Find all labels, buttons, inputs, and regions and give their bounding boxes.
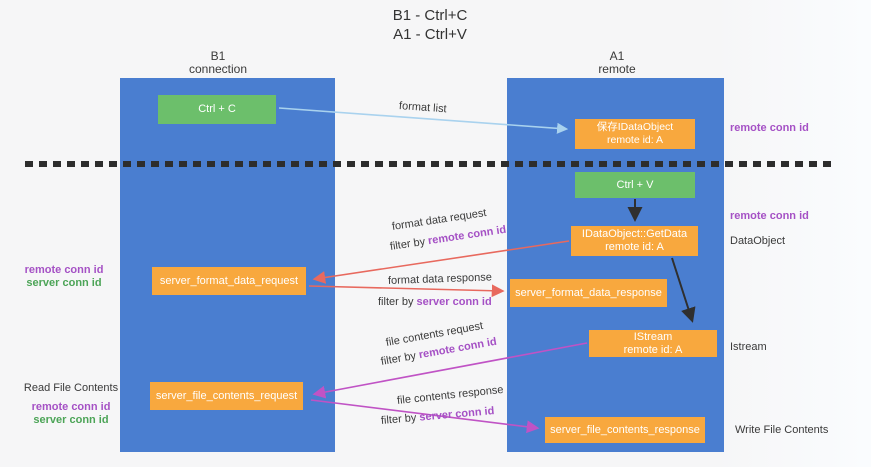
- node-ctrl-c: Ctrl + C: [158, 95, 276, 124]
- side-label-read-file-contents: Read File Contents: [23, 382, 119, 394]
- read-server-conn-id: server conn id: [33, 414, 109, 426]
- read-remote-conn-id: remote conn id: [31, 401, 111, 413]
- node-server-format-data-response: server_format_data_response: [510, 279, 667, 307]
- node-istream-line2: remote id: A: [623, 343, 683, 356]
- left-remote-conn-id: remote conn id: [24, 264, 104, 276]
- lane-b1-name: B1: [210, 49, 226, 63]
- filter-by-text: filter by: [380, 411, 420, 427]
- lane-header-b1: B1 connection: [148, 50, 288, 76]
- node-server-file-contents-request: server_file_contents_request: [150, 382, 303, 410]
- diagram-title: B1 - Ctrl+C A1 - Ctrl+V: [300, 6, 560, 44]
- arrow-format-data-response: [308, 284, 505, 298]
- side-label-remote-conn-id-top: remote conn id: [730, 122, 809, 134]
- edge-label-file-contents-response: file contents response: [396, 383, 505, 407]
- side-label-write-file-contents: Write File Contents: [735, 424, 829, 436]
- dashed-divider-line: [25, 161, 831, 167]
- node-format-request-label: server_format_data_request: [159, 274, 299, 287]
- lane-a1-subtitle: remote: [598, 62, 636, 76]
- node-save-line2: remote id: A: [606, 134, 664, 146]
- edge-label-format-list: format list: [398, 100, 447, 116]
- node-format-response-label: server_format_data_response: [515, 286, 662, 299]
- side-label-istream: Istream: [730, 341, 767, 353]
- edge-label-filter-server-1: filter by server conn id: [378, 296, 492, 308]
- title-line1: B1 - Ctrl+C: [392, 7, 468, 24]
- node-file-response-label: server_file_contents_response: [550, 423, 700, 436]
- filter-by-text: filter by: [379, 349, 420, 368]
- node-getdata-line1: IDataObject::GetData: [581, 228, 688, 240]
- node-ctrl-v: Ctrl + V: [575, 172, 695, 198]
- title-line2: A1 - Ctrl+V: [393, 26, 467, 43]
- edge-label-format-data-response: format data response: [387, 271, 493, 287]
- left-conn-id-stack: remote conn id server conn id: [14, 264, 114, 290]
- node-file-request-label: server_file_contents_request: [155, 389, 298, 402]
- node-server-file-contents-response: server_file_contents_response: [545, 417, 705, 443]
- lane-a1-name: A1: [609, 49, 625, 63]
- node-ctrl-c-label: Ctrl + C: [198, 103, 236, 115]
- side-label-dataobject: DataObject: [730, 235, 786, 247]
- read-file-contents-stack: Read File Contents remote conn id server…: [16, 382, 126, 427]
- edge-label-filter-server-2: filter by server conn id: [380, 405, 494, 427]
- node-save-line1: 保存IDataObject: [596, 121, 674, 133]
- lane-header-a1: A1 remote: [547, 50, 687, 76]
- node-idataobject-getdata: IDataObject::GetData remote id: A: [571, 226, 698, 256]
- node-istream: IStream remote id: A: [589, 330, 717, 357]
- lane-b1-subtitle: connection: [188, 62, 248, 76]
- node-ctrl-v-label: Ctrl + V: [616, 178, 654, 191]
- remote-conn-id-text: remote conn id: [427, 223, 507, 248]
- left-server-conn-id: server conn id: [26, 277, 102, 289]
- server-conn-id-text: server conn id: [418, 405, 495, 424]
- node-getdata-line2: remote id: A: [605, 241, 664, 253]
- filter-by-text: filter by: [378, 296, 417, 308]
- node-server-format-data-request: server_format_data_request: [152, 267, 306, 295]
- filter-by-text: filter by: [389, 235, 429, 253]
- node-istream-line1: IStream: [633, 330, 673, 343]
- node-save-idataobject: 保存IDataObject remote id: A: [575, 119, 695, 149]
- side-label-remote-conn-id-mid: remote conn id: [730, 210, 809, 222]
- server-conn-id-text: server conn id: [416, 296, 492, 308]
